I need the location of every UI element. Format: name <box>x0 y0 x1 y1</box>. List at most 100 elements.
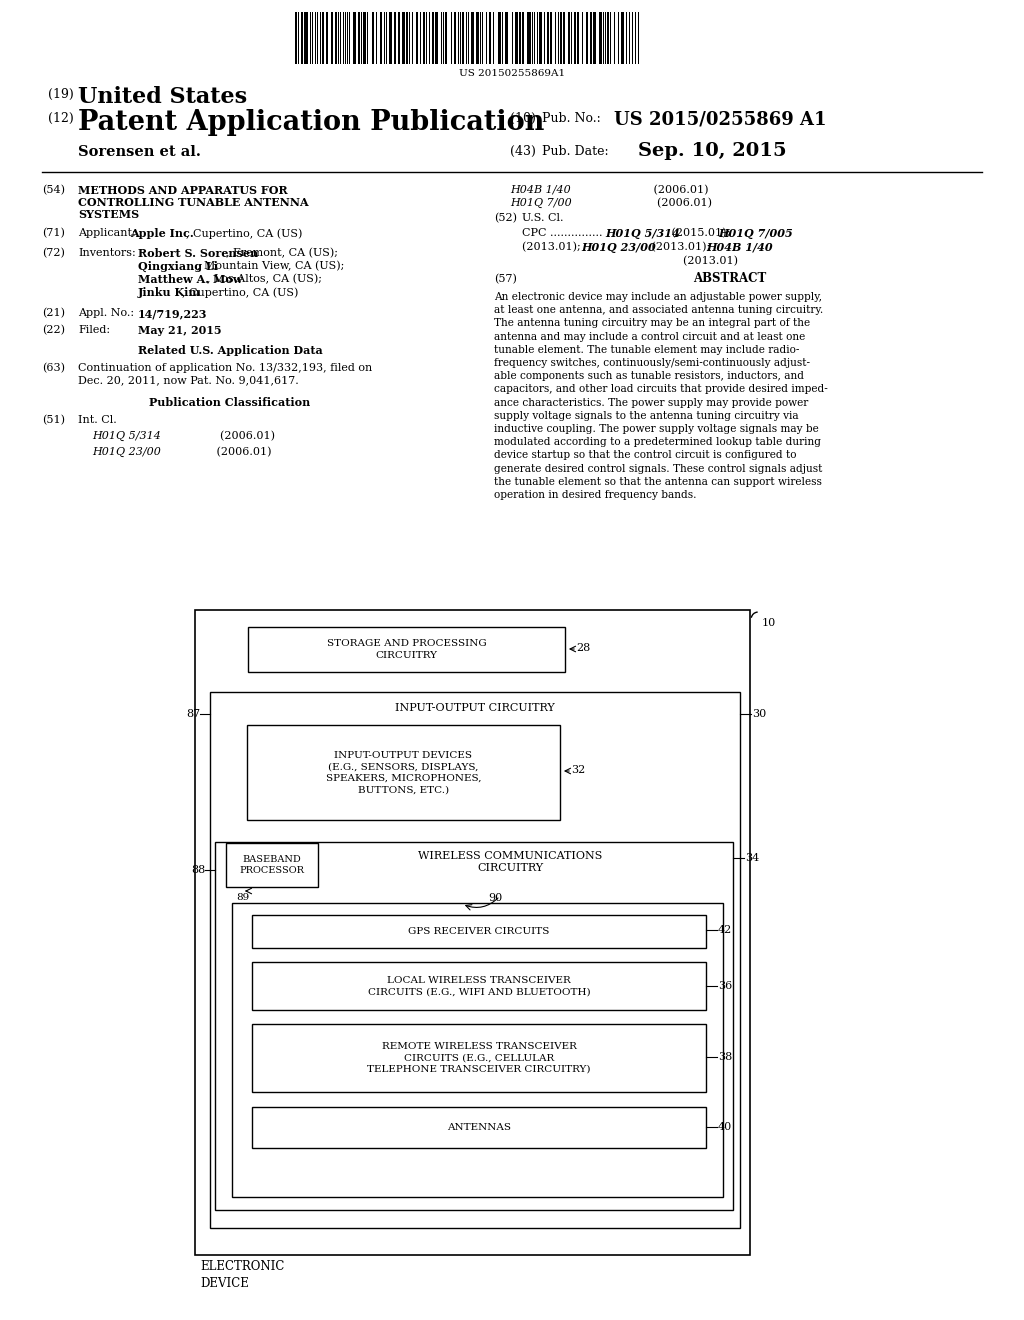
Text: (2015.01);: (2015.01); <box>668 228 734 239</box>
Text: Inventors:: Inventors: <box>78 248 136 257</box>
Text: the tunable element so that the antenna can support wireless: the tunable element so that the antenna … <box>494 477 822 487</box>
Text: Appl. No.:: Appl. No.: <box>78 308 141 318</box>
Text: 32: 32 <box>571 766 586 775</box>
Bar <box>372 12 374 63</box>
Text: 90: 90 <box>488 894 502 903</box>
Bar <box>335 12 337 63</box>
Text: H01Q 5/314: H01Q 5/314 <box>605 228 680 239</box>
Text: generate desired control signals. These control signals adjust: generate desired control signals. These … <box>494 463 822 474</box>
Bar <box>295 12 297 63</box>
Text: frequency switches, continuously/semi-continuously adjust-: frequency switches, continuously/semi-co… <box>494 358 810 368</box>
Text: Matthew A. Mow: Matthew A. Mow <box>138 275 243 285</box>
Bar <box>416 12 418 63</box>
Bar <box>563 12 565 63</box>
Bar <box>226 843 318 887</box>
Bar <box>304 12 308 63</box>
Bar <box>574 12 575 63</box>
Text: Dec. 20, 2011, now Pat. No. 9,041,617.: Dec. 20, 2011, now Pat. No. 9,041,617. <box>78 375 299 385</box>
Text: LOCAL WIRELESS TRANSCEIVER
CIRCUITS (E.G., WIFI AND BLUETOOTH): LOCAL WIRELESS TRANSCEIVER CIRCUITS (E.G… <box>368 975 590 997</box>
Text: U.S. Cl.: U.S. Cl. <box>522 213 563 223</box>
Text: (2006.01): (2006.01) <box>185 432 275 441</box>
Text: at least one antenna, and associated antenna tuning circuitry.: at least one antenna, and associated ant… <box>494 305 823 315</box>
Text: (51): (51) <box>42 414 65 425</box>
Bar <box>547 12 549 63</box>
Text: United States: United States <box>78 86 247 108</box>
Text: (57): (57) <box>494 275 517 284</box>
Bar <box>232 903 723 1197</box>
Bar <box>353 12 356 63</box>
Text: , Cupertino, CA (US): , Cupertino, CA (US) <box>186 228 302 239</box>
Bar <box>210 692 740 1228</box>
Bar <box>621 12 624 63</box>
Text: , Los Altos, CA (US);: , Los Altos, CA (US); <box>207 275 322 284</box>
Bar <box>505 12 508 63</box>
Bar <box>326 12 328 63</box>
Bar <box>599 12 602 63</box>
Text: (71): (71) <box>42 228 65 239</box>
Text: (2013.01): (2013.01) <box>522 256 738 267</box>
Text: , Fremont, CA (US);: , Fremont, CA (US); <box>226 248 338 259</box>
Text: Sorensen et al.: Sorensen et al. <box>78 145 201 158</box>
Text: 89: 89 <box>236 894 249 902</box>
Text: H01Q 7/00: H01Q 7/00 <box>510 198 571 209</box>
Bar <box>394 12 396 63</box>
Bar <box>301 12 303 63</box>
Text: capacitors, and other load circuits that provide desired imped-: capacitors, and other load circuits that… <box>494 384 827 395</box>
Text: tunable element. The tunable element may include radio-: tunable element. The tunable element may… <box>494 345 800 355</box>
Text: 30: 30 <box>752 709 766 719</box>
Text: US 2015/0255869 A1: US 2015/0255869 A1 <box>614 110 826 128</box>
Bar <box>454 12 456 63</box>
Bar <box>215 842 733 1210</box>
Text: Filed:: Filed: <box>78 325 111 335</box>
Bar <box>423 12 425 63</box>
Text: Jinku Kim: Jinku Kim <box>138 286 201 298</box>
Text: H01Q 7/005: H01Q 7/005 <box>718 228 793 239</box>
Text: (43): (43) <box>510 145 536 158</box>
Text: H04B 1/40: H04B 1/40 <box>706 242 773 253</box>
Text: (2006.01): (2006.01) <box>185 447 271 457</box>
Text: INPUT-OUTPUT DEVICES
(E.G., SENSORS, DISPLAYS,
SPEAKERS, MICROPHONES,
BUTTONS, E: INPUT-OUTPUT DEVICES (E.G., SENSORS, DIS… <box>326 751 481 795</box>
Text: ABSTRACT: ABSTRACT <box>693 272 767 285</box>
Text: operation in desired frequency bands.: operation in desired frequency bands. <box>494 490 696 500</box>
Bar <box>435 12 438 63</box>
Bar <box>607 12 609 63</box>
Text: May 21, 2015: May 21, 2015 <box>138 325 221 337</box>
Text: Applicant:: Applicant: <box>78 228 142 238</box>
Text: CPC ...............: CPC ............... <box>522 228 602 238</box>
Bar <box>476 12 479 63</box>
Text: Pub. No.:: Pub. No.: <box>542 112 601 125</box>
Text: 38: 38 <box>718 1052 732 1063</box>
Text: 87: 87 <box>186 709 200 719</box>
Text: antenna and may include a control circuit and at least one: antenna and may include a control circui… <box>494 331 805 342</box>
Text: 34: 34 <box>745 853 759 863</box>
Text: H01Q 23/00: H01Q 23/00 <box>92 447 161 457</box>
Bar <box>593 12 596 63</box>
Bar <box>252 1107 706 1148</box>
Text: Pub. Date:: Pub. Date: <box>542 145 608 158</box>
Text: supply voltage signals to the antenna tuning circuitry via: supply voltage signals to the antenna tu… <box>494 411 799 421</box>
Bar <box>568 12 570 63</box>
Bar <box>519 12 521 63</box>
Text: , Cupertino, CA (US): , Cupertino, CA (US) <box>182 286 298 297</box>
Text: Robert S. Sorensen: Robert S. Sorensen <box>138 248 258 259</box>
Bar <box>539 12 542 63</box>
Text: ELECTRONIC
DEVICE: ELECTRONIC DEVICE <box>200 1261 285 1290</box>
Bar <box>577 12 579 63</box>
Text: (2006.01): (2006.01) <box>615 185 709 195</box>
Text: GPS RECEIVER CIRCUITS: GPS RECEIVER CIRCUITS <box>409 927 550 936</box>
Text: ance characteristics. The power supply may provide power: ance characteristics. The power supply m… <box>494 397 808 408</box>
Bar <box>402 12 406 63</box>
Bar <box>247 725 560 820</box>
Text: 14/719,223: 14/719,223 <box>138 308 208 319</box>
Text: H01Q 5/314: H01Q 5/314 <box>92 432 161 441</box>
Text: Apple Inc.: Apple Inc. <box>130 228 194 239</box>
Text: (2013.01);: (2013.01); <box>522 242 585 252</box>
Text: Patent Application Publication: Patent Application Publication <box>78 110 545 136</box>
Text: , Mountain View, CA (US);: , Mountain View, CA (US); <box>197 261 344 272</box>
Text: An electronic device may include an adjustable power supply,: An electronic device may include an adju… <box>494 292 822 302</box>
Text: modulated according to a predetermined lookup table during: modulated according to a predetermined l… <box>494 437 821 447</box>
Text: 88: 88 <box>190 865 205 875</box>
Bar <box>252 962 706 1010</box>
Text: inductive coupling. The power supply voltage signals may be: inductive coupling. The power supply vol… <box>494 424 819 434</box>
Bar <box>590 12 592 63</box>
